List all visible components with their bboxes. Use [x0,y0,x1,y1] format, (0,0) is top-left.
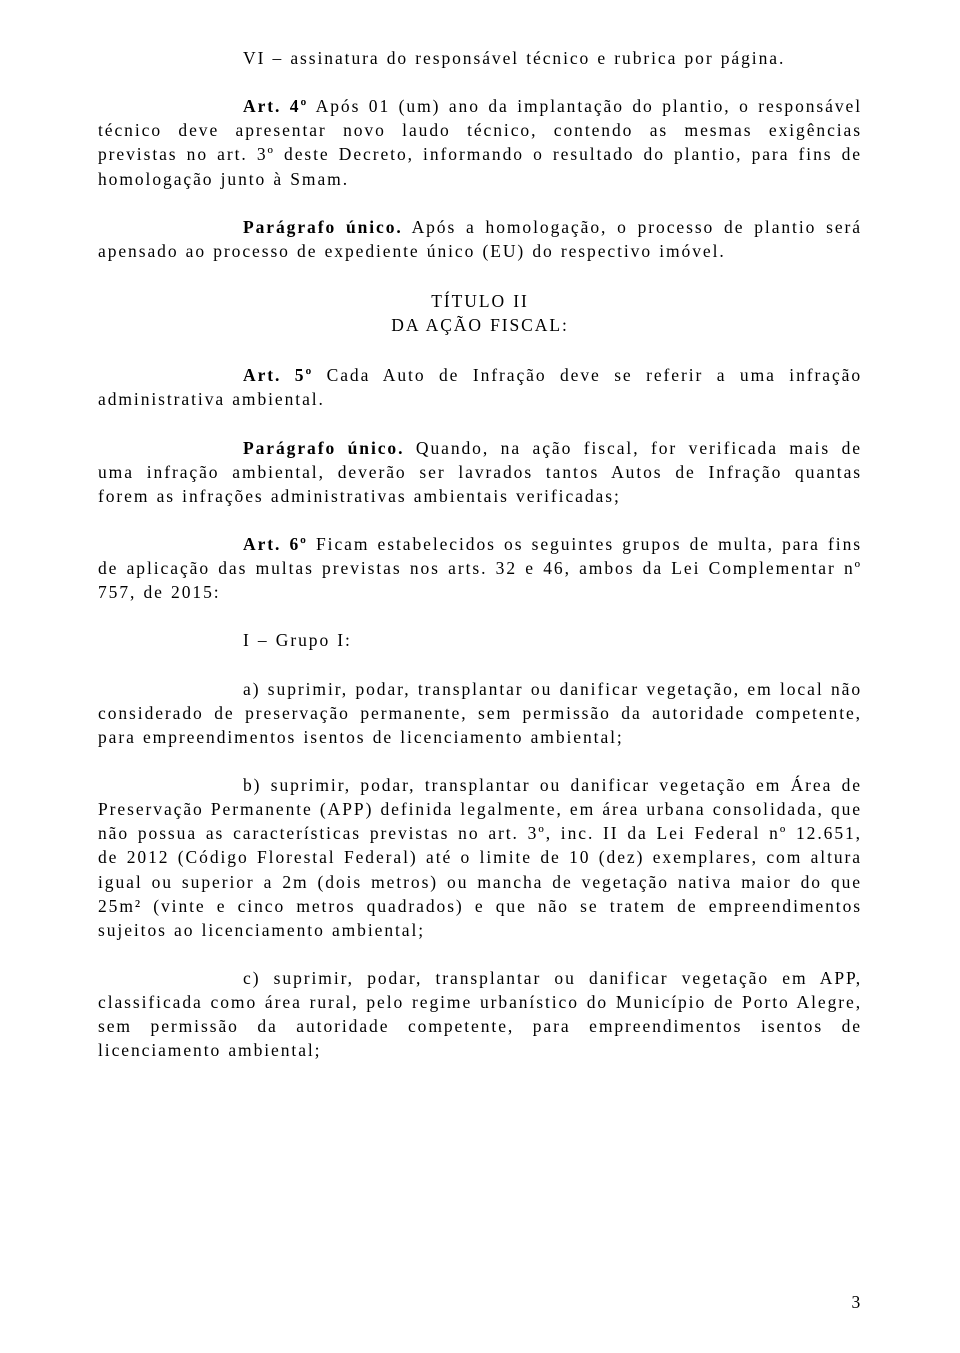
art6-label: Art. 6º [243,534,308,554]
paragraph-art6: Art. 6º Ficam estabelecidos os seguintes… [98,532,862,604]
paragraph-unico-2: Parágrafo único. Quando, na ação fiscal,… [98,436,862,508]
paragraph-art5: Art. 5º Cada Auto de Infração deve se re… [98,363,862,411]
art5-label: Art. 5º [243,365,313,385]
unico1-text: Após a homologação, o processo de planti… [98,217,862,261]
page-number: 3 [852,1292,863,1313]
paragraph-grupo-i: I – Grupo I: [98,628,862,652]
art4-text: Após 01 (um) ano da implantação do plant… [98,96,862,188]
paragraph-item-b: b) suprimir, podar, transplantar ou dani… [98,773,862,942]
document-page: VI – assinatura do responsável técnico e… [0,0,960,1353]
title-block: TÍTULO II DA AÇÃO FISCAL: [98,289,862,337]
unico2-label: Parágrafo único. [243,438,404,458]
paragraph-art4: Art. 4º Após 01 (um) ano da implantação … [98,94,862,191]
paragraph-unico-1: Parágrafo único. Após a homologação, o p… [98,215,862,263]
paragraph-item-c: c) suprimir, podar, transplantar ou dani… [98,966,862,1063]
unico2-text: Quando, na ação fiscal, for verificada m… [98,438,862,506]
unico1-label: Parágrafo único. [243,217,403,237]
art5-text: Cada Auto de Infração deve se referir a … [98,365,862,409]
title-line-2: DA AÇÃO FISCAL: [98,313,862,337]
art6-text: Ficam estabelecidos os seguintes grupos … [98,534,862,602]
title-line-1: TÍTULO II [98,289,862,313]
art4-label: Art. 4º [243,96,308,116]
paragraph-item-a: a) suprimir, podar, transplantar ou dani… [98,677,862,749]
paragraph-vi: VI – assinatura do responsável técnico e… [98,46,862,70]
